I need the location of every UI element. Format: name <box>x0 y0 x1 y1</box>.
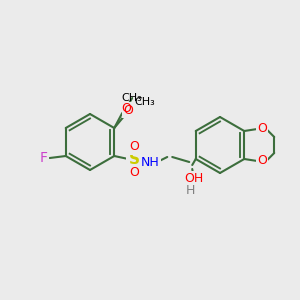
Text: H: H <box>186 184 195 197</box>
Text: O: O <box>121 101 131 115</box>
Text: O: O <box>129 167 139 179</box>
Text: NH: NH <box>141 155 160 169</box>
Text: OH: OH <box>184 172 204 185</box>
Text: S: S <box>129 152 140 167</box>
Text: CH₃: CH₃ <box>134 97 155 107</box>
Text: CH₃: CH₃ <box>122 93 142 103</box>
Text: O: O <box>257 122 267 136</box>
Text: O: O <box>123 103 133 116</box>
Text: F: F <box>40 151 48 165</box>
Text: O: O <box>257 154 267 167</box>
Text: O: O <box>129 140 139 154</box>
